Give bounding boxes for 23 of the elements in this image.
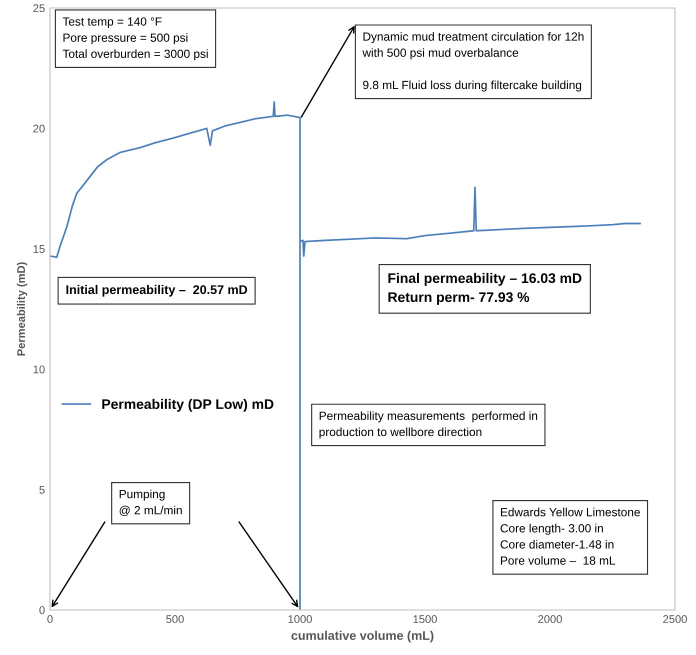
- x-tick-label: 1500: [413, 615, 437, 624]
- y-tick-label: 25: [33, 4, 45, 12]
- y-tick-label: 5: [39, 486, 45, 494]
- annotation: Test temp = 140 °F Pore pressure = 500 psi Total overburden = 3000 psi: [62, 17, 208, 60]
- x-axis-title: cumulative volume (mL): [291, 630, 434, 642]
- line-series: [50, 101, 641, 610]
- y-tick-label: 15: [34, 245, 45, 253]
- annotation: Edwards Yellow Limestone Core length- 3.00 in Core diameter-1.48 in Pore volume – 18 mL: [500, 508, 640, 565]
- x-tick-label: 0: [47, 615, 53, 624]
- y-tick-label: 0: [39, 606, 45, 614]
- annotation: Final permeability – 16.03 mD Return perm- 77.93 %: [388, 272, 582, 305]
- annotation: Pumping @ 2 mL/min: [120, 490, 182, 516]
- y-axis-title: Permeability (mD): [16, 262, 28, 356]
- text: Dynamic mud treatment circulation for 12h with 500 psi mud overbalance 9.8 mL Fluid loss during filtercake building: [362, 32, 584, 92]
- x-tick-label: 2500: [663, 615, 687, 624]
- x-tick-label: 500: [166, 615, 184, 624]
- legend-label: Permeability (DP Low) mD: [102, 398, 274, 412]
- x-tick-label: 1000: [288, 615, 312, 624]
- x-tick-label: 2000: [538, 615, 562, 624]
- annotation: Initial permeability – 20.57 mD: [66, 284, 248, 297]
- y-tick-label: 10: [34, 365, 45, 374]
- y-tick-label: 20: [33, 124, 45, 133]
- annotation: Permeability measurements performed in production to wellbore direction: [320, 411, 538, 438]
